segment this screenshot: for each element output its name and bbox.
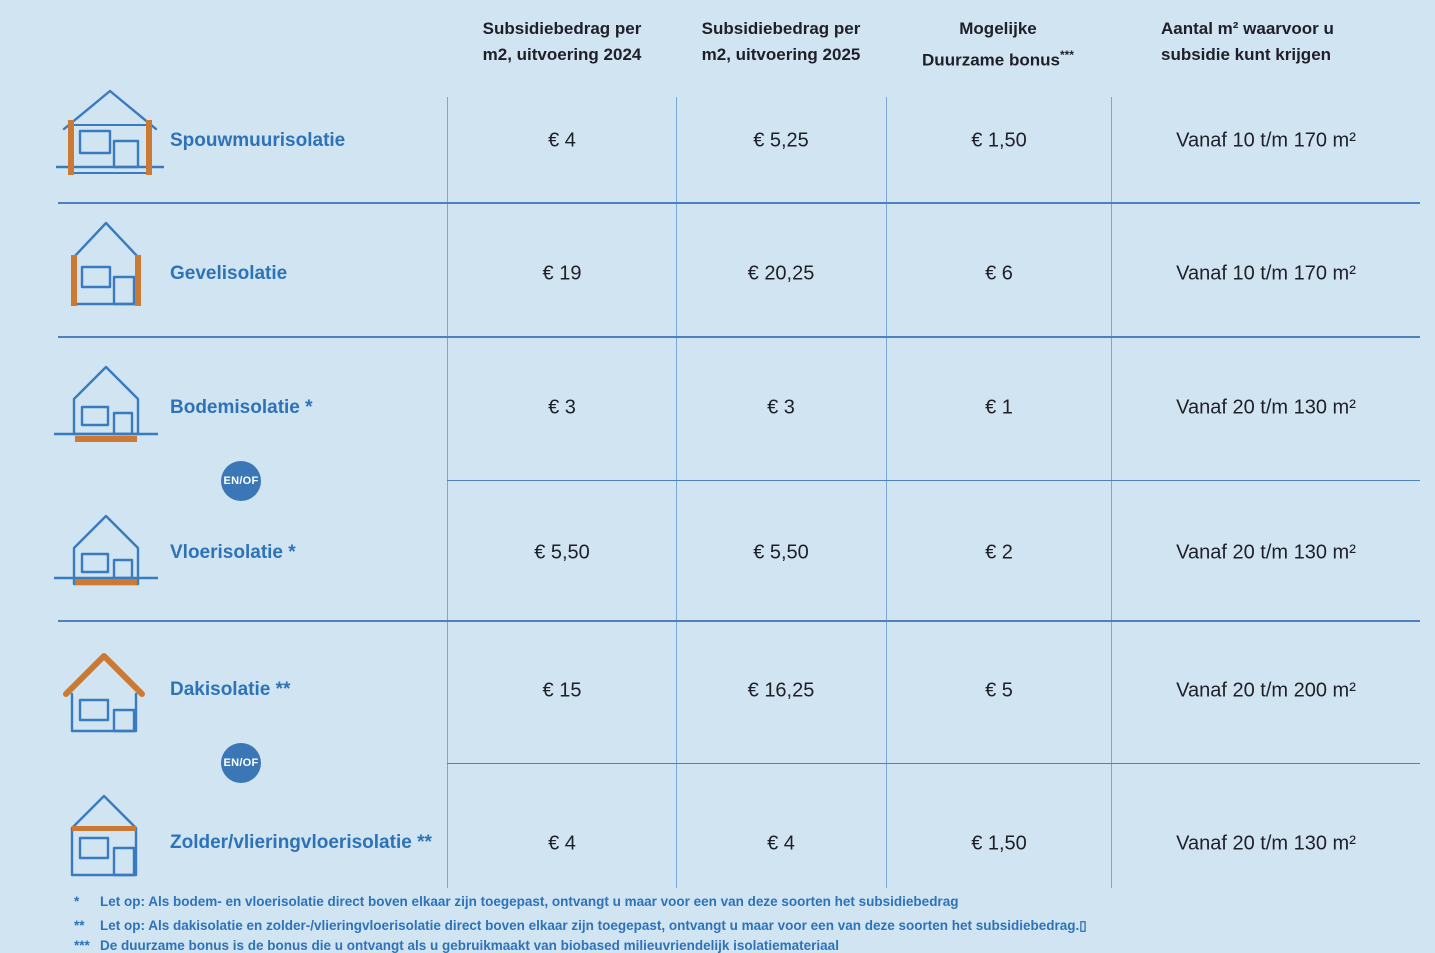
grid-line-vertical <box>886 97 887 888</box>
header-line: Subsidiebedrag per <box>482 19 642 38</box>
bonus-value: € 2 <box>985 541 1013 564</box>
row-label-spouwmuurisolatie: Spouwmuurisolatie <box>170 130 346 151</box>
house-facade-icon <box>71 221 141 306</box>
house-floor-insulation-icon <box>54 514 158 586</box>
en-of-connector: EN/OF <box>221 743 261 783</box>
subsidy-2024-value: € 4 <box>548 832 576 855</box>
house-cavity-wall-icon <box>56 89 164 175</box>
subsidy-2024-value: € 5,50 <box>534 541 590 564</box>
subsidy-2024-value: € 4 <box>548 129 576 152</box>
bonus-value: € 1,50 <box>971 832 1027 855</box>
row-label-bodemisolatie: Bodemisolatie * <box>170 397 313 418</box>
subsidy-2025-value: € 5,50 <box>753 541 809 564</box>
bonus-value: € 5 <box>985 679 1013 702</box>
column-header-2025: Subsidiebedrag per m2, uitvoering 2025 <box>671 16 891 68</box>
subsidy-2024-value: € 19 <box>542 262 582 285</box>
grid-line-horizontal <box>58 202 1420 204</box>
grid-line-vertical <box>447 97 448 888</box>
bonus-value: € 6 <box>985 262 1013 285</box>
grid-line-horizontal-partial <box>447 480 1420 481</box>
footnote-text: Let op: Als bodem- en vloerisolatie dire… <box>100 894 959 909</box>
house-ground-insulation-icon <box>54 365 158 442</box>
row-label-gevelisolatie: Gevelisolatie <box>170 263 288 284</box>
header-line: Subsidiebedrag per <box>701 19 861 38</box>
area-range-value: Vanaf 20 t/m 130 m² <box>1176 396 1356 419</box>
grid-line-horizontal <box>58 620 1420 622</box>
subsidy-2025-value: € 4 <box>767 832 795 855</box>
grid-line-vertical <box>676 97 677 888</box>
area-range-value: Vanaf 20 t/m 130 m² <box>1176 832 1356 855</box>
grid-line-horizontal <box>58 336 1420 338</box>
area-range-value: Vanaf 10 t/m 170 m² <box>1176 262 1356 285</box>
subsidy-2024-value: € 15 <box>542 679 582 702</box>
subsidy-2025-value: € 3 <box>767 396 795 419</box>
header-line: Mogelijke <box>959 19 1037 38</box>
row-label-dakisolatie: Dakisolatie ** <box>170 679 291 700</box>
row-label-vloerisolatie: Vloerisolatie * <box>170 542 296 563</box>
row-label-zolder-vlieringvloerisolatie: Zolder/vlieringvloerisolatie ** <box>170 832 432 853</box>
grid-line-vertical <box>1111 97 1112 888</box>
bonus-value: € 1 <box>985 396 1013 419</box>
house-roof-insulation-icon <box>63 653 145 733</box>
area-range-value: Vanaf 10 t/m 170 m² <box>1176 129 1356 152</box>
area-range-value: Vanaf 20 t/m 130 m² <box>1176 541 1356 564</box>
footnote-text: Let op: Als dakisolatie en zolder-/vlier… <box>100 918 1087 933</box>
grid-line-horizontal-partial <box>447 763 1420 764</box>
header-line: Duurzame bonus*** <box>922 48 1074 70</box>
footnote-asterisks: *** <box>1059 48 1074 62</box>
column-header-bonus: Mogelijke Duurzame bonus*** <box>888 16 1108 74</box>
subsidy-2024-value: € 3 <box>548 396 576 419</box>
footnote-marker: ** <box>74 918 85 933</box>
column-header-area: Aantal m² waarvoor u subsidie kunt krijg… <box>1161 16 1431 68</box>
subsidy-2025-value: € 5,25 <box>753 129 809 152</box>
header-line: m2, uitvoering 2024 <box>482 45 642 64</box>
subsidy-2025-value: € 20,25 <box>747 262 815 285</box>
footnote-marker: * <box>74 894 80 909</box>
subsidy-2025-value: € 16,25 <box>747 679 815 702</box>
column-header-2024: Subsidiebedrag per m2, uitvoering 2024 <box>452 16 672 68</box>
header-line: m2, uitvoering 2025 <box>701 45 861 64</box>
header-line: Aantal m² waarvoor u <box>1161 19 1334 38</box>
bonus-value: € 1,50 <box>971 129 1027 152</box>
header-line: subsidie kunt krijgen <box>1161 45 1332 64</box>
house-attic-floor-insulation-icon <box>70 794 138 877</box>
en-of-connector: EN/OF <box>221 461 261 501</box>
area-range-value: Vanaf 20 t/m 200 m² <box>1176 679 1356 702</box>
